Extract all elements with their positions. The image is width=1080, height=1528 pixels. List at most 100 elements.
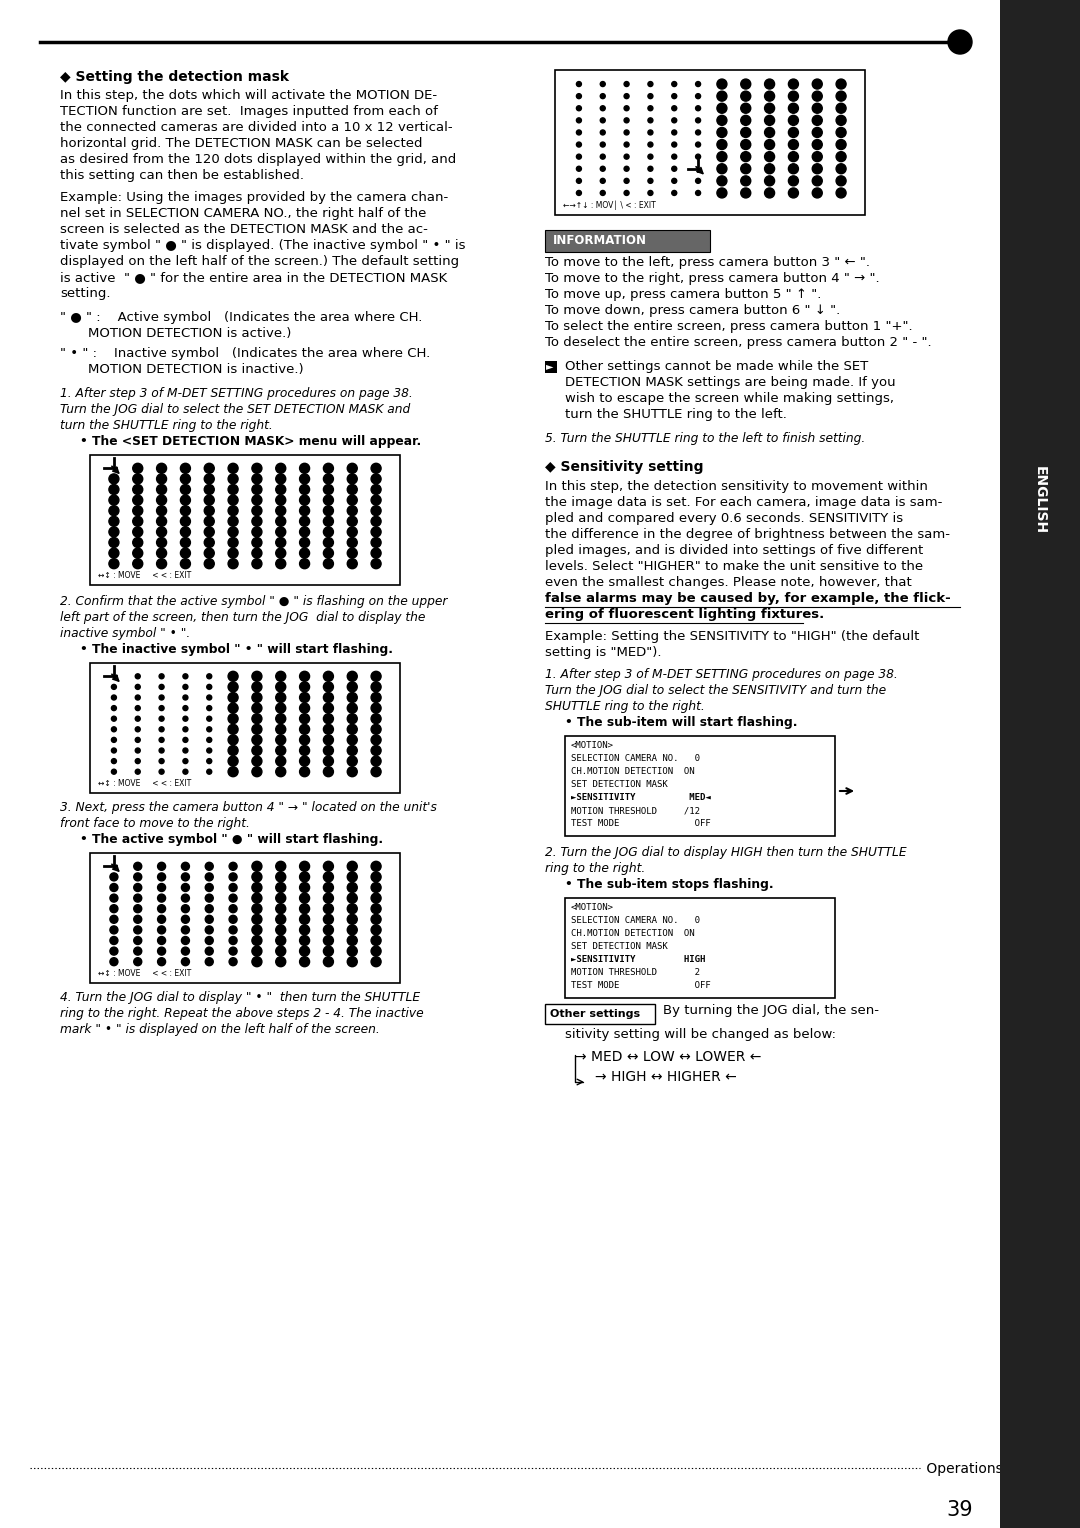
Circle shape <box>323 892 334 903</box>
Circle shape <box>135 717 140 721</box>
Circle shape <box>180 474 190 484</box>
Circle shape <box>348 714 357 724</box>
Bar <box>90 853 400 983</box>
Circle shape <box>372 756 381 766</box>
Circle shape <box>205 947 213 955</box>
Circle shape <box>812 176 822 186</box>
Circle shape <box>275 892 286 903</box>
Circle shape <box>134 947 141 955</box>
Circle shape <box>204 506 214 516</box>
Circle shape <box>275 506 286 516</box>
Circle shape <box>133 495 143 506</box>
Circle shape <box>275 756 286 766</box>
Circle shape <box>348 692 357 703</box>
Circle shape <box>228 484 238 495</box>
Circle shape <box>110 947 118 955</box>
Circle shape <box>648 142 653 147</box>
Text: is active  " ● " for the entire area in the DETECTION MASK: is active " ● " for the entire area in t… <box>60 270 447 284</box>
Text: 3. Next, press the camera button 4 " → " located on the unit's: 3. Next, press the camera button 4 " → "… <box>60 801 437 814</box>
Circle shape <box>299 957 310 967</box>
Circle shape <box>157 506 166 516</box>
Circle shape <box>372 892 381 903</box>
Text: DETECTION MASK settings are being made. If you: DETECTION MASK settings are being made. … <box>565 376 895 390</box>
Circle shape <box>180 538 190 547</box>
Text: INFORMATION: INFORMATION <box>553 234 647 248</box>
Text: false alarms may be caused by, for example, the flick-: false alarms may be caused by, for examp… <box>545 591 950 605</box>
Circle shape <box>157 474 166 484</box>
Text: To move down, press camera button 6 " ↓ ".: To move down, press camera button 6 " ↓ … <box>545 304 840 316</box>
Circle shape <box>788 176 798 186</box>
Circle shape <box>372 946 381 957</box>
Circle shape <box>741 139 751 150</box>
Circle shape <box>672 191 677 196</box>
Circle shape <box>323 692 334 703</box>
Text: • The <SET DETECTION MASK> menu will appear.: • The <SET DETECTION MASK> menu will app… <box>80 435 421 448</box>
Circle shape <box>135 695 140 700</box>
Text: 5. Turn the SHUTTLE ring to the left to finish setting.: 5. Turn the SHUTTLE ring to the left to … <box>545 432 865 445</box>
Circle shape <box>252 559 262 568</box>
Circle shape <box>109 549 119 558</box>
Circle shape <box>134 915 141 923</box>
Text: • The sub-item will start flashing.: • The sub-item will start flashing. <box>565 717 797 729</box>
Text: the connected cameras are divided into a 10 x 12 vertical-: the connected cameras are divided into a… <box>60 121 453 134</box>
Circle shape <box>109 484 119 495</box>
Circle shape <box>275 463 286 474</box>
Circle shape <box>323 872 334 882</box>
Circle shape <box>180 516 190 526</box>
Circle shape <box>672 93 677 99</box>
Text: 1. After step 3 of M-DET SETTING procedures on page 38.: 1. After step 3 of M-DET SETTING procedu… <box>60 387 413 400</box>
Circle shape <box>577 130 581 134</box>
Circle shape <box>348 681 357 692</box>
Circle shape <box>765 127 774 138</box>
Circle shape <box>275 872 286 882</box>
Text: 1. After step 3 of M-DET SETTING procedures on page 38.: 1. After step 3 of M-DET SETTING procedu… <box>545 668 897 681</box>
Circle shape <box>624 130 629 134</box>
Circle shape <box>110 905 118 912</box>
Text: MOTION THRESHOLD     /12: MOTION THRESHOLD /12 <box>571 805 700 814</box>
Text: 4. Turn the JOG dial to display " • "  then turn the SHUTTLE: 4. Turn the JOG dial to display " • " th… <box>60 992 420 1004</box>
Circle shape <box>600 154 605 159</box>
Circle shape <box>323 724 334 735</box>
Text: In this step, the dots which will activate the MOTION DE-: In this step, the dots which will activa… <box>60 89 437 102</box>
Circle shape <box>624 93 629 99</box>
Circle shape <box>299 903 310 914</box>
Circle shape <box>252 692 262 703</box>
Circle shape <box>159 758 164 764</box>
Text: displayed on the left half of the screen.) The default setting: displayed on the left half of the screen… <box>60 255 459 267</box>
Bar <box>1000 0 1080 1528</box>
Circle shape <box>134 894 141 902</box>
Circle shape <box>299 495 310 506</box>
Circle shape <box>648 179 653 183</box>
Circle shape <box>788 115 798 125</box>
Circle shape <box>648 93 653 99</box>
Circle shape <box>181 883 189 891</box>
Circle shape <box>275 746 286 755</box>
Circle shape <box>252 724 262 735</box>
Circle shape <box>275 935 286 946</box>
Circle shape <box>577 81 581 87</box>
Circle shape <box>180 463 190 474</box>
Circle shape <box>348 767 357 776</box>
Circle shape <box>157 527 166 536</box>
Circle shape <box>133 527 143 536</box>
Circle shape <box>348 892 357 903</box>
Circle shape <box>252 506 262 516</box>
Text: <MOTION>: <MOTION> <box>571 741 615 750</box>
Circle shape <box>110 915 118 923</box>
Circle shape <box>135 727 140 732</box>
Circle shape <box>275 516 286 526</box>
Text: Turn the JOG dial to select the SET DETECTION MASK and: Turn the JOG dial to select the SET DETE… <box>60 403 410 416</box>
Circle shape <box>275 703 286 714</box>
Circle shape <box>299 862 310 871</box>
Circle shape <box>252 681 262 692</box>
Circle shape <box>228 692 238 703</box>
Circle shape <box>252 703 262 714</box>
Circle shape <box>348 924 357 935</box>
Circle shape <box>252 474 262 484</box>
Circle shape <box>372 903 381 914</box>
Circle shape <box>158 947 165 955</box>
Circle shape <box>252 756 262 766</box>
Circle shape <box>205 926 213 934</box>
Circle shape <box>624 81 629 87</box>
Circle shape <box>228 559 238 568</box>
